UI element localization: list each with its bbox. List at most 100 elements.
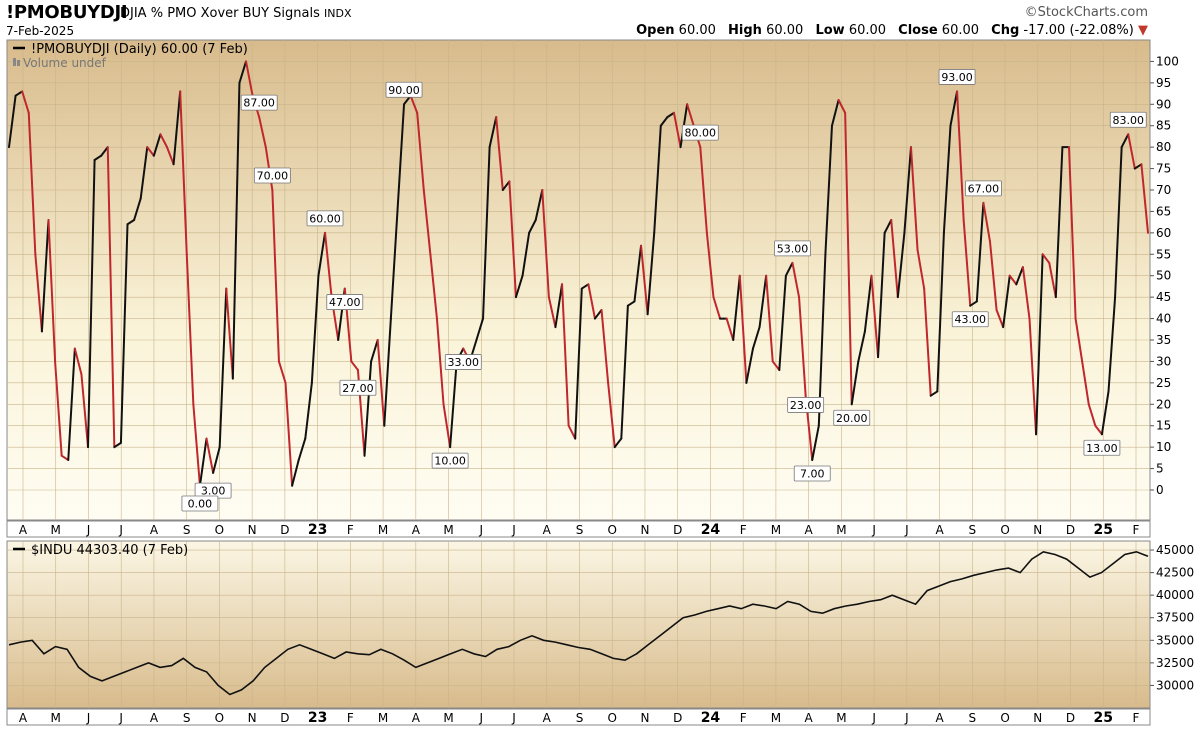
- series-segment: [245, 60, 254, 97]
- series-segment: [909, 146, 919, 251]
- annotation-box: [431, 452, 469, 469]
- series-segment: [857, 330, 866, 363]
- signal-annotation: 47.00: [326, 294, 364, 310]
- series-segment: [942, 124, 952, 234]
- signal-annotation: 67.00: [965, 180, 1002, 197]
- y-tick-label: 55: [1156, 247, 1171, 261]
- series-segment: [863, 274, 873, 333]
- series-segment: [389, 210, 399, 320]
- series-segment: [975, 201, 985, 303]
- annotation-label: 47.00: [329, 296, 361, 309]
- signal-annotation: 7.00: [793, 465, 831, 482]
- annotation-box: [240, 94, 278, 111]
- series-segment: [172, 90, 182, 166]
- x-tick-label: A: [805, 711, 814, 725]
- x-tick-label: J: [479, 711, 484, 725]
- series-segment: [1028, 317, 1038, 436]
- x-tick-label: N: [1033, 711, 1042, 725]
- y-tick-label: 35: [1156, 333, 1171, 347]
- panel-1-x-axis: [6, 708, 1151, 726]
- series-segment: [969, 300, 978, 307]
- series-segment: [396, 103, 406, 213]
- series-segment: [903, 146, 912, 234]
- series-segment: [442, 403, 452, 449]
- series-segment: [936, 231, 945, 393]
- x-tick-label: D: [673, 711, 682, 725]
- series-segment: [106, 146, 116, 449]
- series-segment: [738, 274, 748, 384]
- annotation-box: [306, 210, 344, 227]
- x-tick-label: 25: [1094, 710, 1113, 726]
- series-segment: [87, 159, 96, 449]
- series-segment: [376, 339, 386, 427]
- x-tick-label: F: [1133, 711, 1140, 725]
- chart-symbol: !PMOBUYDJI: [6, 2, 128, 23]
- annotation-label: 70.00: [257, 170, 289, 183]
- series-segment: [113, 441, 122, 449]
- series-segment: [988, 240, 998, 311]
- x-tick-label: J: [86, 523, 91, 537]
- x-tick-label: A: [935, 711, 944, 725]
- series-segment: [482, 146, 491, 320]
- series-segment: [771, 360, 781, 371]
- series-segment: [422, 189, 432, 256]
- series-segment: [1054, 146, 1064, 299]
- close-label: Close: [898, 23, 938, 38]
- x-tick-label: M: [771, 523, 781, 537]
- annotation-label: 43.00: [954, 313, 986, 326]
- series-segment: [1074, 317, 1084, 363]
- annotation-box: [938, 69, 976, 85]
- x-tick-label: F: [1133, 523, 1140, 537]
- series-segment: [916, 249, 926, 290]
- y-tick-label: 15: [1156, 419, 1171, 433]
- series-segment: [21, 90, 30, 114]
- series-segment: [567, 424, 577, 440]
- y-tick-label: 85: [1156, 119, 1171, 133]
- x-tick-label: M: [836, 711, 846, 725]
- annotation-label: 10.00: [434, 455, 466, 468]
- series-segment: [837, 99, 847, 114]
- x-tick-label: M: [378, 711, 388, 725]
- x-tick-label: F: [347, 523, 354, 537]
- signal-annotation: 3.00: [194, 482, 232, 499]
- x-tick-label: S: [969, 711, 977, 725]
- annotation-label: 67.00: [968, 182, 1000, 195]
- down-arrow-icon: ▼: [1138, 23, 1148, 38]
- annotation-label: 3.00: [201, 485, 226, 498]
- x-tick-label: S: [183, 523, 191, 537]
- panel-title: $INDU 44303.40 (7 Feb): [31, 543, 188, 558]
- x-tick-label: J: [118, 523, 123, 537]
- panel-1-background: [6, 540, 1151, 709]
- series-segment: [528, 219, 537, 234]
- low-value: 60.00: [848, 23, 887, 38]
- annotation-box: [326, 294, 364, 310]
- series-segment: [383, 317, 392, 427]
- series-segment: [514, 274, 524, 299]
- y-tick-label: 35000: [1156, 633, 1194, 647]
- series-segment: [580, 283, 590, 290]
- y-tick-label: 70: [1156, 183, 1171, 197]
- annotation-box: [1109, 111, 1147, 128]
- x-tick-label: 25: [1094, 522, 1113, 538]
- series-segment: [119, 223, 129, 444]
- series-segment: [791, 261, 801, 299]
- series-segment: [1127, 133, 1136, 170]
- series-segment: [152, 133, 162, 157]
- x-tick-label: 24: [701, 710, 721, 726]
- series-segment: [798, 296, 807, 397]
- x-tick-label: A: [412, 711, 421, 725]
- series-segment: [416, 111, 425, 191]
- series-segment: [198, 437, 208, 487]
- y-tick-label: 10: [1156, 440, 1171, 454]
- chart-date: 7-Feb-2025: [6, 24, 75, 38]
- y-tick-label: 75: [1156, 162, 1171, 176]
- x-tick-label: D: [280, 523, 289, 537]
- series-segment: [205, 437, 215, 474]
- annotation-label: 60.00: [309, 212, 341, 225]
- series-segment: [541, 189, 550, 299]
- annotation-label: 20.00: [836, 412, 868, 425]
- y-tick-label: 40: [1156, 312, 1171, 326]
- annotation-box: [444, 354, 482, 370]
- x-tick-label: A: [150, 523, 159, 537]
- annotation-label: 80.00: [685, 127, 717, 140]
